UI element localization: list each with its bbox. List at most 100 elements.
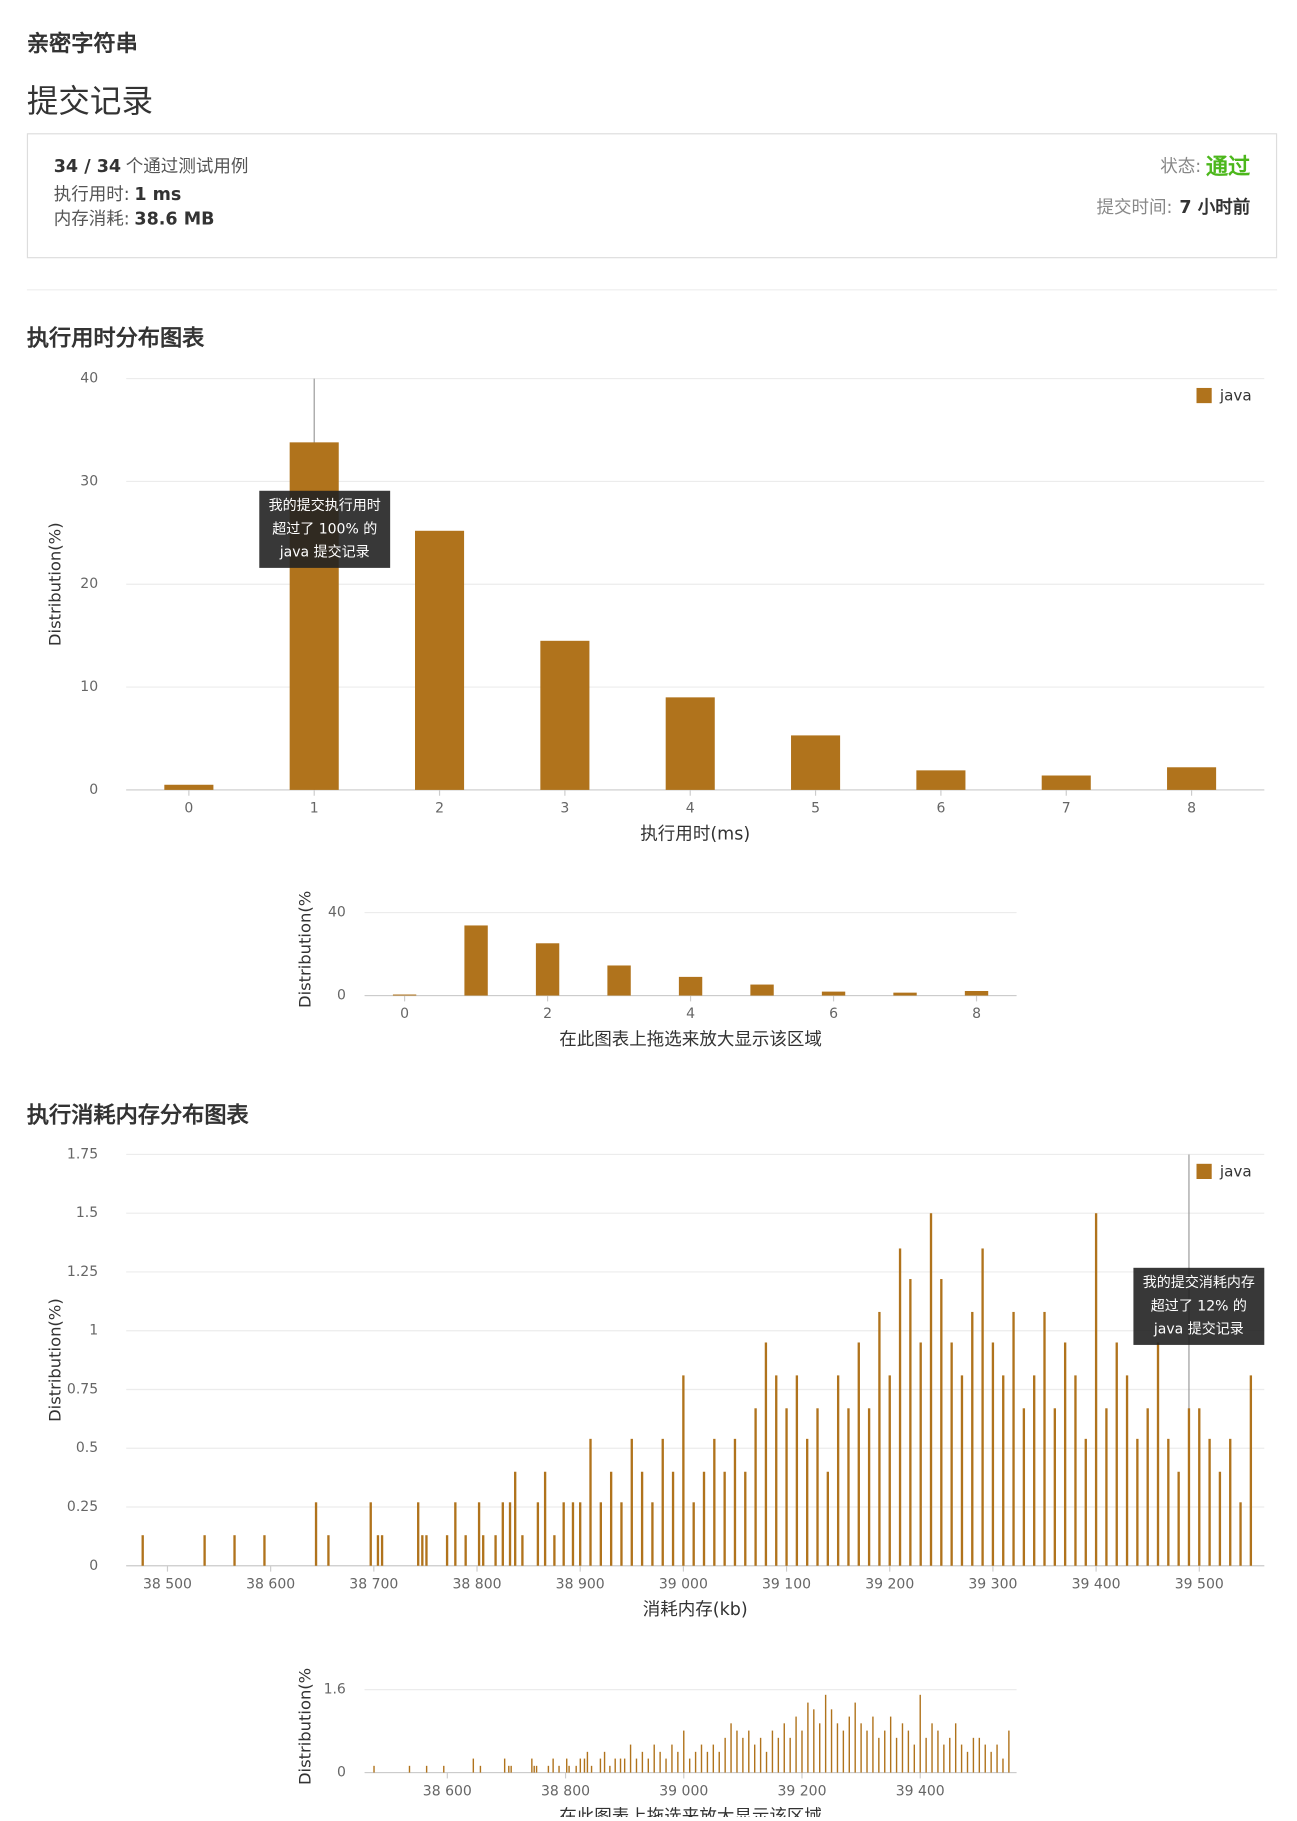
problem-title[interactable]: 亲密字符串 bbox=[27, 30, 138, 57]
bar bbox=[575, 1765, 577, 1773]
bar bbox=[723, 1471, 726, 1566]
bar bbox=[647, 1758, 650, 1773]
bar bbox=[940, 1279, 943, 1566]
tooltip-box bbox=[1133, 1267, 1265, 1345]
bar bbox=[635, 1758, 638, 1773]
bar bbox=[895, 1737, 898, 1773]
bar bbox=[536, 1502, 540, 1566]
bar bbox=[893, 992, 917, 996]
bar bbox=[579, 1758, 582, 1773]
bar bbox=[531, 1758, 533, 1773]
x-tick-label: 8 bbox=[1187, 801, 1196, 817]
bar bbox=[1084, 1438, 1087, 1566]
bar bbox=[1074, 1375, 1077, 1566]
bar bbox=[807, 1702, 809, 1773]
bar bbox=[472, 1758, 475, 1773]
bar bbox=[661, 1438, 664, 1566]
bar bbox=[558, 1765, 560, 1773]
y-tick-label: 0 bbox=[337, 988, 346, 1004]
bar bbox=[619, 1758, 622, 1773]
page-title: 提交记录 bbox=[27, 84, 153, 120]
bar bbox=[872, 1716, 874, 1773]
status[interactable]: 通过 bbox=[1206, 154, 1250, 180]
bar bbox=[916, 770, 966, 790]
bar bbox=[454, 1502, 457, 1566]
x-tick-label: 0 bbox=[400, 1006, 409, 1022]
bar bbox=[913, 1744, 916, 1773]
bar bbox=[824, 1694, 827, 1773]
x-tick-label: 2 bbox=[543, 1006, 552, 1022]
bar bbox=[607, 965, 631, 996]
y-tick-label: 1.5 bbox=[76, 1205, 98, 1221]
status-label: 状态: bbox=[1160, 157, 1201, 177]
bar bbox=[369, 1502, 372, 1566]
y-tick-label: 0.75 bbox=[67, 1381, 98, 1397]
bar bbox=[599, 1758, 602, 1773]
bar bbox=[1105, 1408, 1108, 1566]
bar bbox=[878, 1737, 880, 1773]
bar bbox=[562, 1502, 565, 1566]
bar bbox=[706, 1751, 709, 1773]
bar bbox=[1136, 1438, 1139, 1566]
y-tick-label: 1.75 bbox=[67, 1146, 98, 1162]
bar bbox=[888, 1375, 891, 1566]
bar bbox=[764, 1342, 768, 1566]
bar bbox=[991, 1342, 995, 1566]
bar bbox=[603, 1751, 606, 1773]
time: 7 小时前 bbox=[1179, 197, 1250, 218]
bar bbox=[659, 1751, 661, 1773]
bar bbox=[713, 1438, 716, 1566]
tooltip-text: java 提交记录 bbox=[279, 544, 370, 561]
bar bbox=[1156, 1342, 1160, 1566]
bar bbox=[494, 1535, 497, 1566]
bar bbox=[754, 1408, 757, 1566]
x-tick-label: 39 500 bbox=[1175, 1576, 1224, 1592]
bar bbox=[847, 1408, 850, 1566]
bar bbox=[1167, 767, 1217, 790]
bar bbox=[1187, 1408, 1191, 1566]
bar bbox=[552, 1758, 554, 1773]
bar bbox=[733, 1438, 737, 1566]
bar bbox=[1043, 1311, 1046, 1566]
bar bbox=[878, 1311, 881, 1566]
bar bbox=[535, 1765, 538, 1773]
bar bbox=[568, 1765, 570, 1773]
bar bbox=[785, 1408, 788, 1566]
memory-text: 内存消耗: 38.6 MB bbox=[54, 210, 215, 230]
tooltip-text: 我的提交执行用时 bbox=[269, 497, 381, 514]
bar bbox=[501, 1502, 504, 1566]
bar bbox=[996, 1744, 998, 1773]
bar bbox=[830, 1709, 833, 1773]
bar bbox=[889, 1716, 892, 1773]
bar bbox=[417, 1502, 420, 1566]
bar bbox=[1012, 1311, 1015, 1566]
runtime-label: 执行用时: bbox=[54, 185, 130, 205]
tooltip-text: java 提交记录 bbox=[1153, 1321, 1244, 1338]
tooltip-text: 超过了 12% 的 bbox=[1151, 1298, 1247, 1314]
bar bbox=[821, 991, 846, 996]
bar bbox=[445, 1535, 449, 1566]
tooltip-box bbox=[259, 490, 391, 568]
bar bbox=[1041, 775, 1091, 790]
y-tick-label: 1 bbox=[89, 1323, 98, 1339]
bar bbox=[795, 1375, 799, 1566]
bar bbox=[547, 1765, 550, 1773]
bar bbox=[791, 735, 841, 790]
bar bbox=[477, 1502, 481, 1566]
bar bbox=[553, 1535, 556, 1566]
bar bbox=[373, 1765, 375, 1773]
x-tick-label: 39 300 bbox=[968, 1576, 1017, 1592]
bar bbox=[514, 1471, 517, 1566]
bar bbox=[1125, 1375, 1129, 1566]
bar bbox=[479, 1765, 482, 1773]
bar bbox=[692, 1502, 695, 1566]
legend-label: java bbox=[1219, 387, 1252, 405]
x-tick-label: 7 bbox=[1062, 801, 1071, 817]
x-tick-label: 39 400 bbox=[896, 1783, 945, 1799]
bar bbox=[801, 1730, 803, 1773]
bar bbox=[482, 1535, 485, 1566]
bar bbox=[857, 1342, 860, 1566]
bar bbox=[700, 1744, 703, 1773]
x-tick-label: 39 200 bbox=[777, 1783, 826, 1799]
